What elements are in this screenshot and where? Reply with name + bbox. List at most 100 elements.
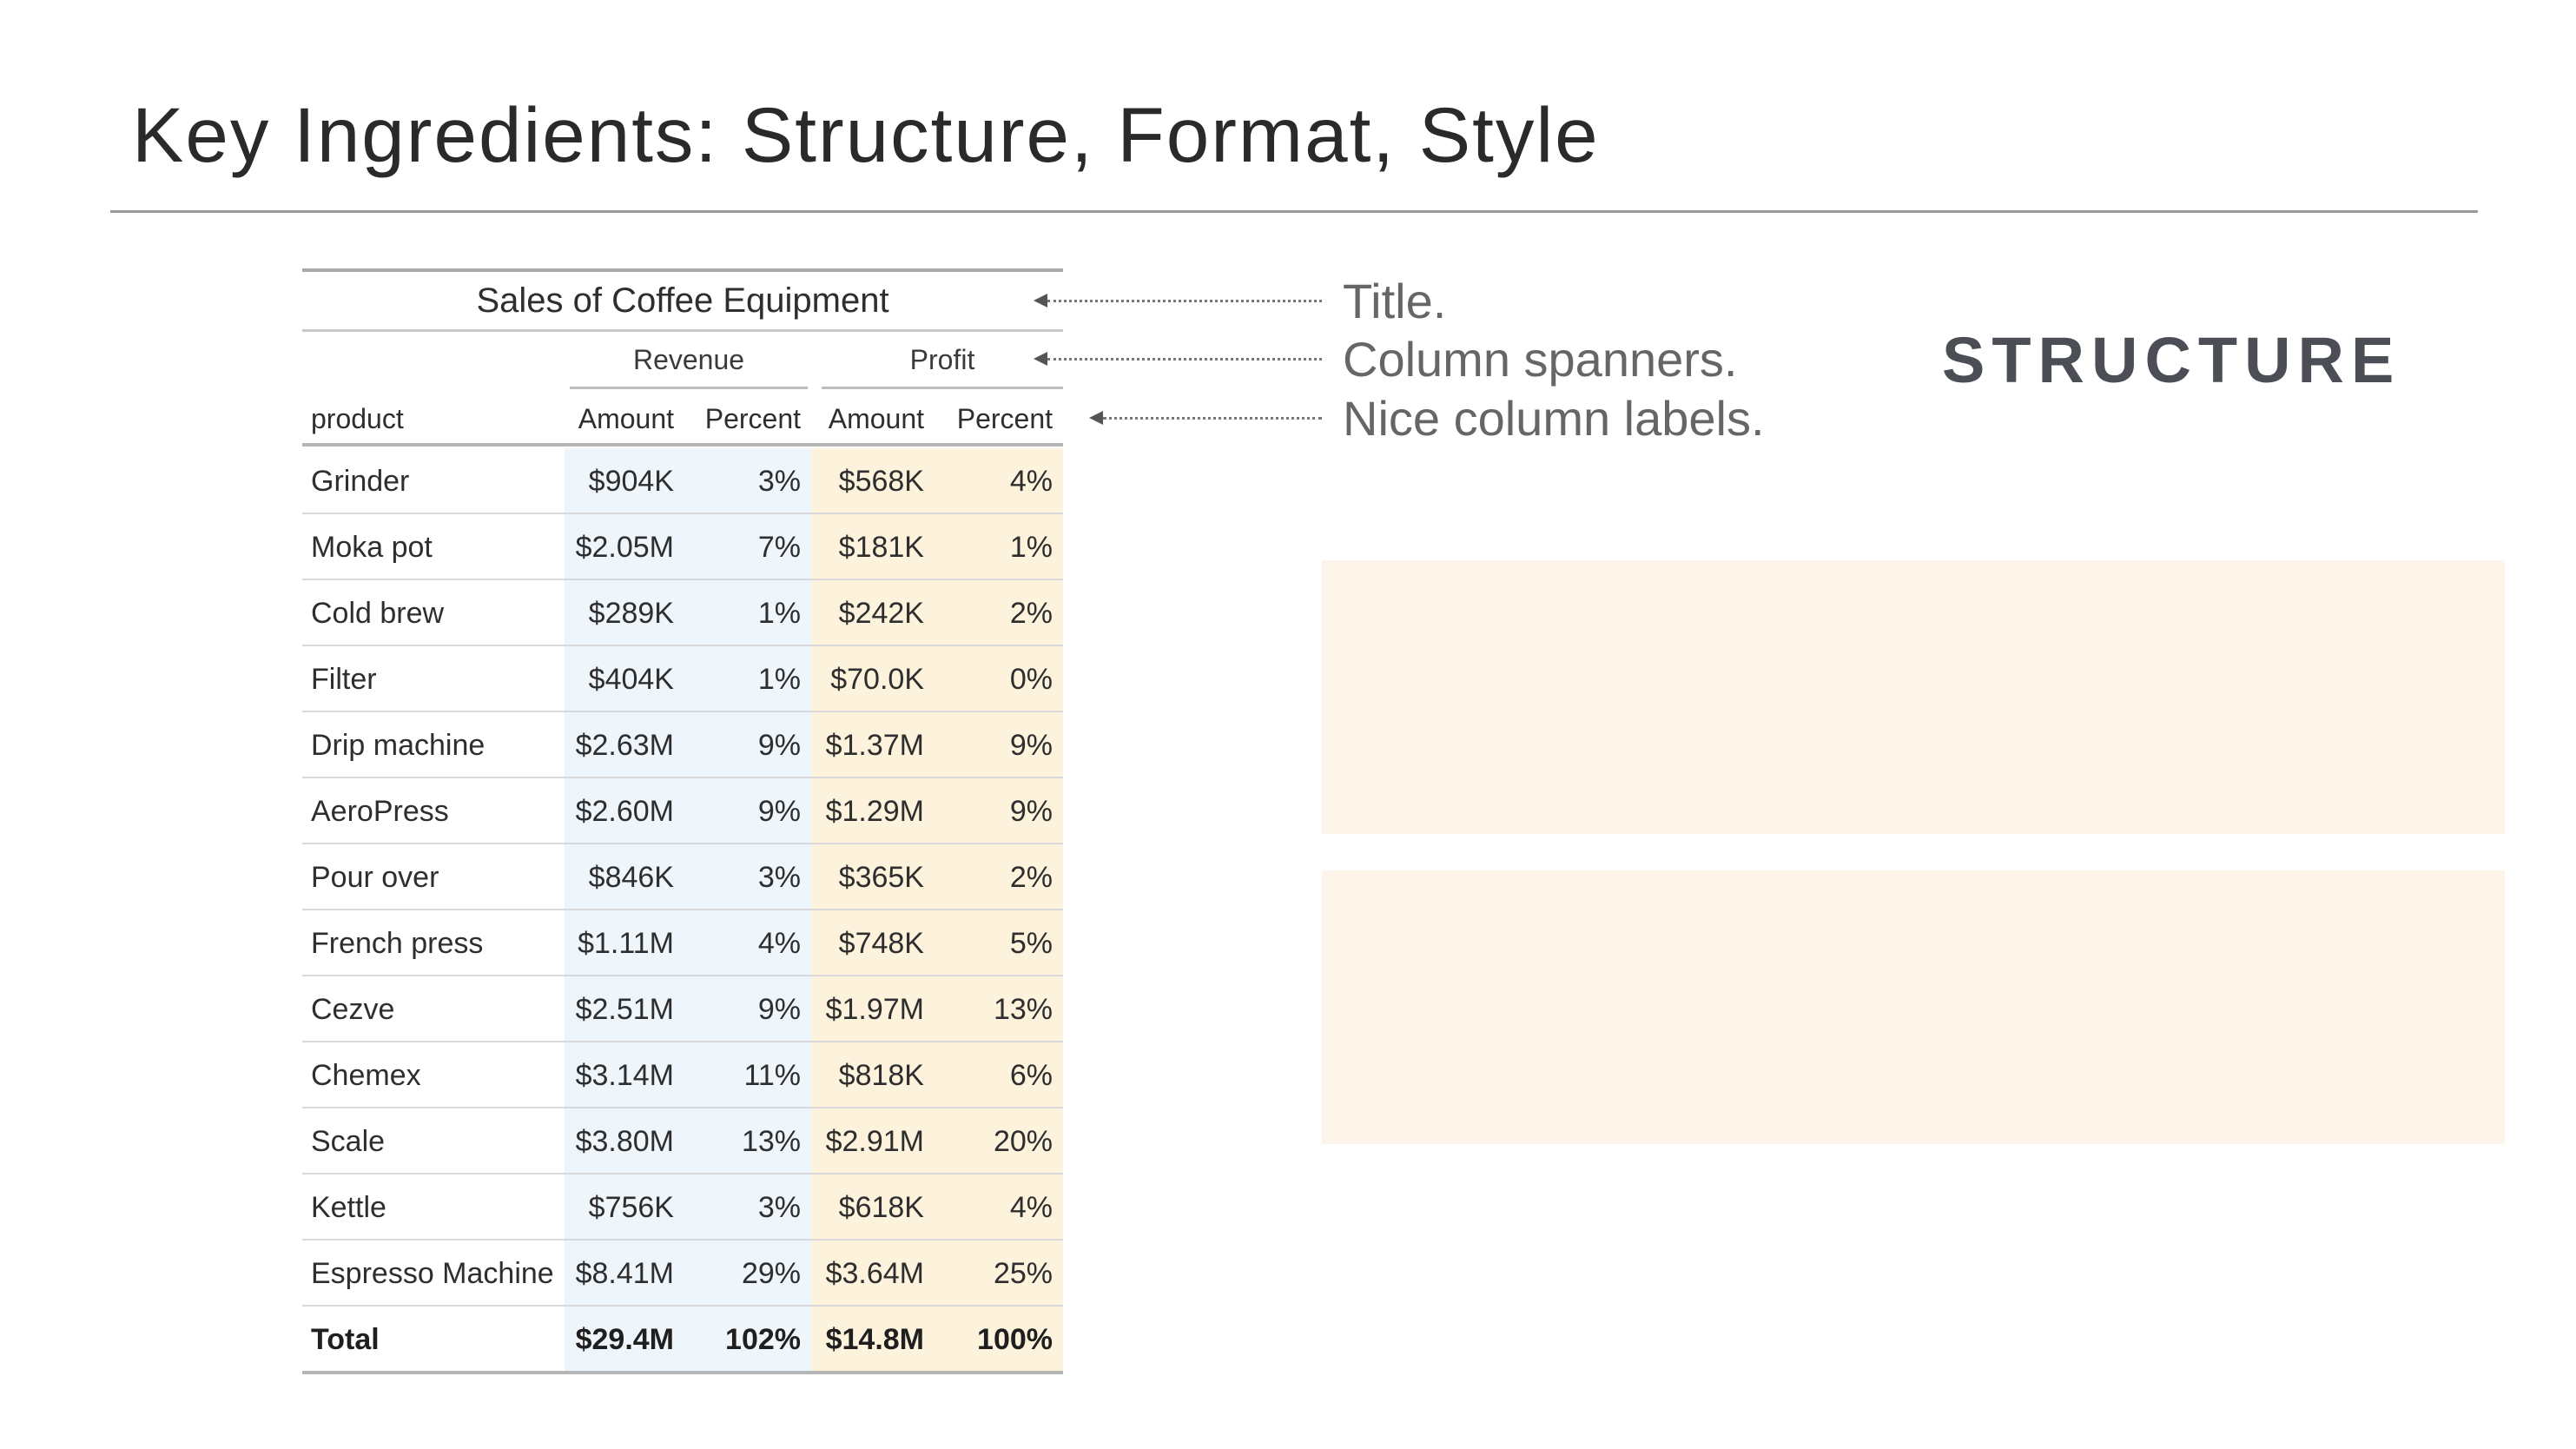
product-cell: Scale	[311, 1124, 386, 1158]
profit-percent-cell: 2%	[936, 844, 1063, 910]
column-label-revenue-percent: Percent	[704, 402, 801, 434]
table-bottom-rule	[302, 1371, 1063, 1374]
profit-percent-cell: 6%	[936, 1042, 1063, 1108]
profit-amount-cell: $70.0K	[811, 646, 936, 712]
table-row: Espresso Machine $8.41M 29% $3.64M 25%	[302, 1241, 1063, 1307]
profit-percent-cell: 4%	[936, 448, 1063, 514]
product-cell: Grinder	[311, 464, 410, 498]
profit-percent-cell: 0%	[936, 646, 1063, 712]
placeholder-panel-1	[1322, 560, 2505, 834]
arrow-spanners	[1034, 350, 1322, 367]
profit-amount-cell: $365K	[811, 844, 936, 910]
product-cell: Pour over	[311, 860, 439, 894]
table-row: AeroPress $2.60M 9% $1.29M 9%	[302, 778, 1063, 844]
revenue-percent-cell: 13%	[686, 1108, 811, 1174]
revenue-amount-cell: $3.14M	[565, 1042, 686, 1108]
revenue-amount-cell: $904K	[565, 448, 686, 514]
revenue-amount-cell: $846K	[565, 844, 686, 910]
profit-amount-cell: $818K	[811, 1042, 936, 1108]
profit-percent-cell: 9%	[936, 778, 1063, 844]
column-label-rule	[302, 443, 1063, 447]
spanner-profit: Profit	[909, 343, 975, 375]
product-cell: Espresso Machine	[311, 1256, 554, 1290]
revenue-amount-cell: $2.60M	[565, 778, 686, 844]
revenue-amount-cell: $8.41M	[565, 1241, 686, 1307]
annotation-title: Title.	[1343, 274, 1447, 328]
table-row: Pour over $846K 3% $365K 2%	[302, 844, 1063, 910]
product-cell: Drip machine	[311, 728, 485, 762]
revenue-percent-cell: 9%	[686, 712, 811, 778]
profit-amount-cell: $14.8M	[811, 1307, 936, 1373]
revenue-amount-cell: $2.63M	[565, 712, 686, 778]
revenue-percent-cell: 11%	[686, 1042, 811, 1108]
revenue-amount-cell: $404K	[565, 646, 686, 712]
product-cell: Total	[311, 1322, 380, 1356]
table-row: French press $1.11M 4% $748K 5%	[302, 910, 1063, 976]
annotation-column-labels: Nice column labels.	[1343, 391, 1765, 446]
column-label-profit-amount: Amount	[828, 402, 924, 434]
table-title-rule	[302, 329, 1063, 332]
profit-amount-cell: $748K	[811, 910, 936, 976]
profit-percent-cell: 4%	[936, 1174, 1063, 1241]
profit-amount-cell: $242K	[811, 580, 936, 646]
row-divider	[302, 777, 1063, 778]
arrowhead-icon	[1089, 411, 1103, 425]
revenue-percent-cell: 3%	[686, 1174, 811, 1241]
table-row: Grinder $904K 3% $568K 4%	[302, 448, 1063, 514]
product-cell: Kettle	[311, 1190, 386, 1224]
column-label-profit-percent: Percent	[956, 402, 1053, 434]
slide-title: Key Ingredients: Structure, Format, Styl…	[132, 91, 1600, 178]
column-label-revenue-amount: Amount	[578, 402, 674, 434]
revenue-amount-cell: $756K	[565, 1174, 686, 1241]
profit-percent-cell: 13%	[936, 976, 1063, 1042]
title-divider	[110, 210, 2478, 213]
product-cell: AeroPress	[311, 794, 449, 828]
spanner-profit-rule	[822, 387, 1063, 389]
revenue-percent-cell: 1%	[686, 646, 811, 712]
profit-amount-cell: $1.37M	[811, 712, 936, 778]
row-divider	[302, 1041, 1063, 1042]
row-divider	[302, 909, 1063, 910]
profit-amount-cell: $2.91M	[811, 1108, 936, 1174]
table-title: Sales of Coffee Equipment	[476, 281, 889, 320]
revenue-amount-cell: $289K	[565, 580, 686, 646]
profit-percent-cell: 25%	[936, 1241, 1063, 1307]
table-row: Chemex $3.14M 11% $818K 6%	[302, 1042, 1063, 1108]
revenue-amount-cell: $29.4M	[565, 1307, 686, 1373]
revenue-percent-cell: 3%	[686, 448, 811, 514]
profit-percent-cell: 2%	[936, 580, 1063, 646]
profit-amount-cell: $568K	[811, 448, 936, 514]
profit-amount-cell: $1.97M	[811, 976, 936, 1042]
profit-percent-cell: 20%	[936, 1108, 1063, 1174]
row-divider	[302, 1107, 1063, 1108]
revenue-percent-cell: 9%	[686, 976, 811, 1042]
revenue-percent-cell: 1%	[686, 580, 811, 646]
row-divider	[302, 975, 1063, 976]
product-cell: Cezve	[311, 992, 395, 1026]
arrow-title	[1034, 292, 1322, 309]
spanner-revenue: Revenue	[632, 343, 745, 375]
profit-amount-cell: $181K	[811, 514, 936, 580]
annotation-spanners: Column spanners.	[1343, 332, 1738, 387]
profit-percent-cell: 1%	[936, 514, 1063, 580]
row-divider	[302, 579, 1063, 580]
table-row: Moka pot $2.05M 7% $181K 1%	[302, 514, 1063, 580]
table-row: Cezve $2.51M 9% $1.97M 13%	[302, 976, 1063, 1042]
product-cell: Filter	[311, 662, 377, 696]
profit-amount-cell: $1.29M	[811, 778, 936, 844]
product-cell: Chemex	[311, 1058, 421, 1092]
row-divider	[302, 645, 1063, 646]
column-label-product: product	[311, 402, 404, 434]
table-row: Filter $404K 1% $70.0K 0%	[302, 646, 1063, 712]
row-divider	[302, 711, 1063, 712]
arrow-column-labels	[1089, 409, 1322, 427]
table-row: Cold brew $289K 1% $242K 2%	[302, 580, 1063, 646]
revenue-percent-cell: 9%	[686, 778, 811, 844]
profit-amount-cell: $618K	[811, 1174, 936, 1241]
table-row: Scale $3.80M 13% $2.91M 20%	[302, 1108, 1063, 1174]
row-divider	[302, 1239, 1063, 1241]
profit-amount-cell: $3.64M	[811, 1241, 936, 1307]
revenue-amount-cell: $2.51M	[565, 976, 686, 1042]
revenue-amount-cell: $1.11M	[565, 910, 686, 976]
row-divider	[302, 513, 1063, 514]
